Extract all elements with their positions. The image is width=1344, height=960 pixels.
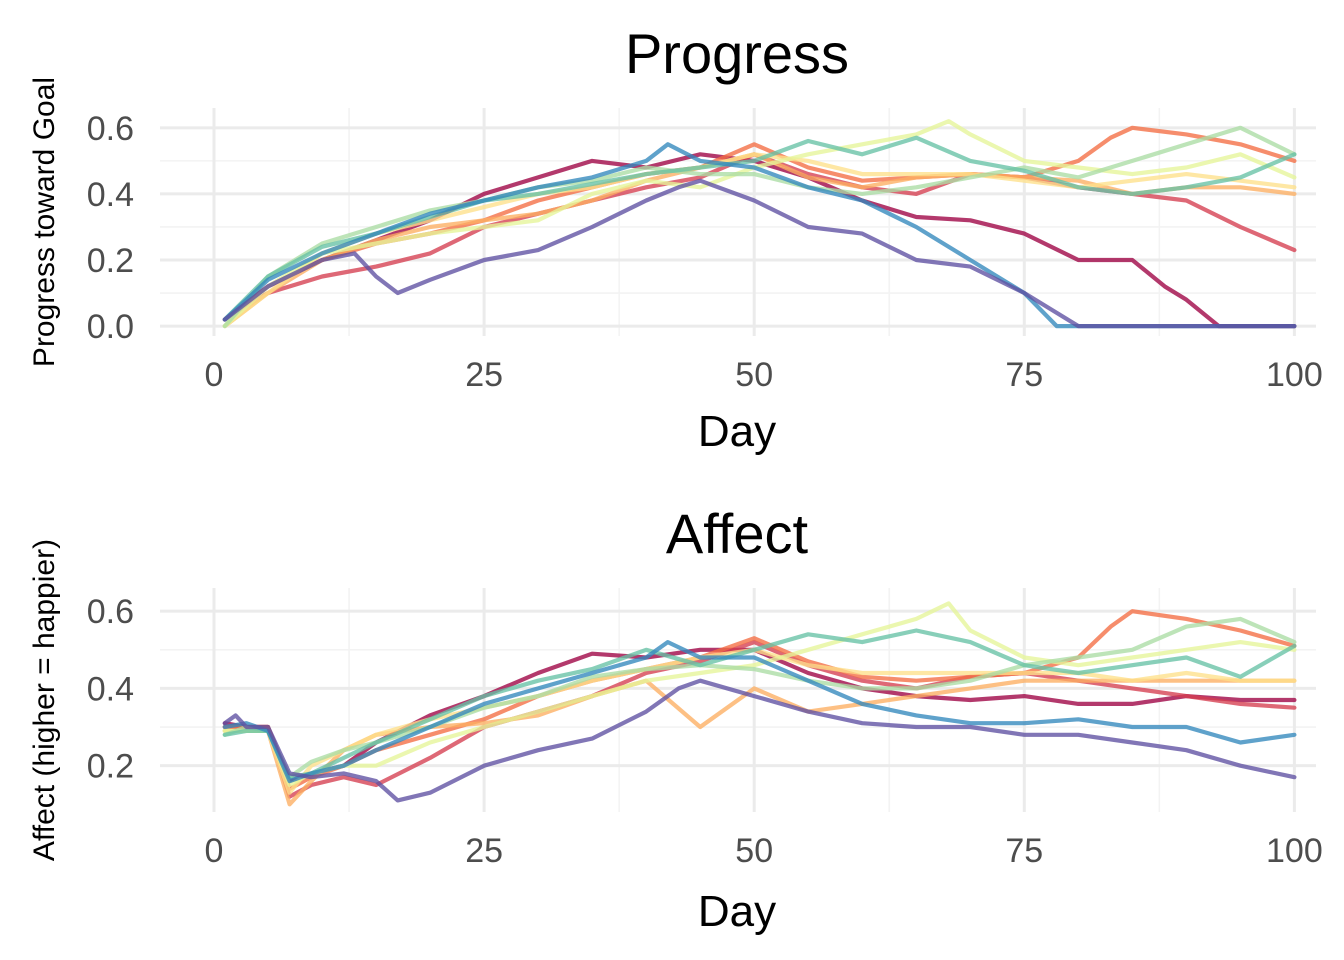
progress-y-tick-label: 0.2 bbox=[87, 242, 134, 280]
progress-grid bbox=[160, 108, 1316, 336]
progress-series-line-7 bbox=[222, 125, 1297, 329]
affect-y-tick-label: 0.6 bbox=[87, 593, 134, 631]
progress-y-tick-label: 0.0 bbox=[87, 308, 134, 346]
progress-x-tick-label: 0 bbox=[205, 356, 224, 394]
progress-series-group bbox=[222, 119, 1297, 329]
affect-y-axis-label: Affect (higher = happier) bbox=[28, 539, 61, 861]
progress-series-line-1 bbox=[222, 152, 1297, 329]
affect-series-line-9 bbox=[222, 640, 1297, 784]
affect-series-line-10 bbox=[222, 678, 1297, 803]
affect-x-axis-label: Day bbox=[698, 887, 776, 936]
affect-x-tick-label: 75 bbox=[1005, 832, 1043, 870]
progress-series-line-10 bbox=[222, 178, 1297, 329]
affect-x-tick-label: 0 bbox=[205, 832, 224, 870]
affect-panel: Affect 0 25 50 75 100 0.2 0.4 0.6 Day Affect (h… bbox=[28, 502, 1323, 936]
affect-y-tick-label: 0.2 bbox=[87, 748, 134, 786]
progress-title: Progress bbox=[625, 22, 849, 85]
progress-y-axis-label: Progress toward Goal bbox=[28, 77, 61, 367]
affect-x-tick-label: 50 bbox=[735, 832, 773, 870]
affect-series-line-6 bbox=[222, 601, 1297, 788]
progress-ticks: 0 25 50 75 100 0.0 0.2 0.4 0.6 bbox=[87, 110, 1323, 394]
affect-series-line-7 bbox=[222, 616, 1297, 780]
progress-x-tick-label: 50 bbox=[735, 356, 773, 394]
affect-series-line-5 bbox=[222, 647, 1297, 795]
affect-x-tick-label: 25 bbox=[465, 832, 503, 870]
affect-series-line-4 bbox=[222, 678, 1297, 807]
progress-x-tick-label: 75 bbox=[1005, 356, 1043, 394]
affect-x-tick-label: 100 bbox=[1266, 832, 1323, 870]
progress-x-tick-label: 100 bbox=[1266, 356, 1323, 394]
progress-y-tick-label: 0.4 bbox=[87, 176, 134, 214]
affect-ticks: 0 25 50 75 100 0.2 0.4 0.6 bbox=[87, 593, 1323, 870]
progress-y-tick-label: 0.6 bbox=[87, 110, 134, 148]
progress-panel: Progress 0 25 50 75 100 0.0 0.2 0.4 0.6 Day Prog… bbox=[28, 22, 1323, 456]
affect-y-tick-label: 0.4 bbox=[87, 670, 134, 708]
affect-title: Affect bbox=[666, 502, 809, 565]
affect-series-group bbox=[222, 601, 1297, 807]
progress-x-axis-label: Day bbox=[698, 407, 776, 456]
progress-x-tick-label: 25 bbox=[465, 356, 503, 394]
